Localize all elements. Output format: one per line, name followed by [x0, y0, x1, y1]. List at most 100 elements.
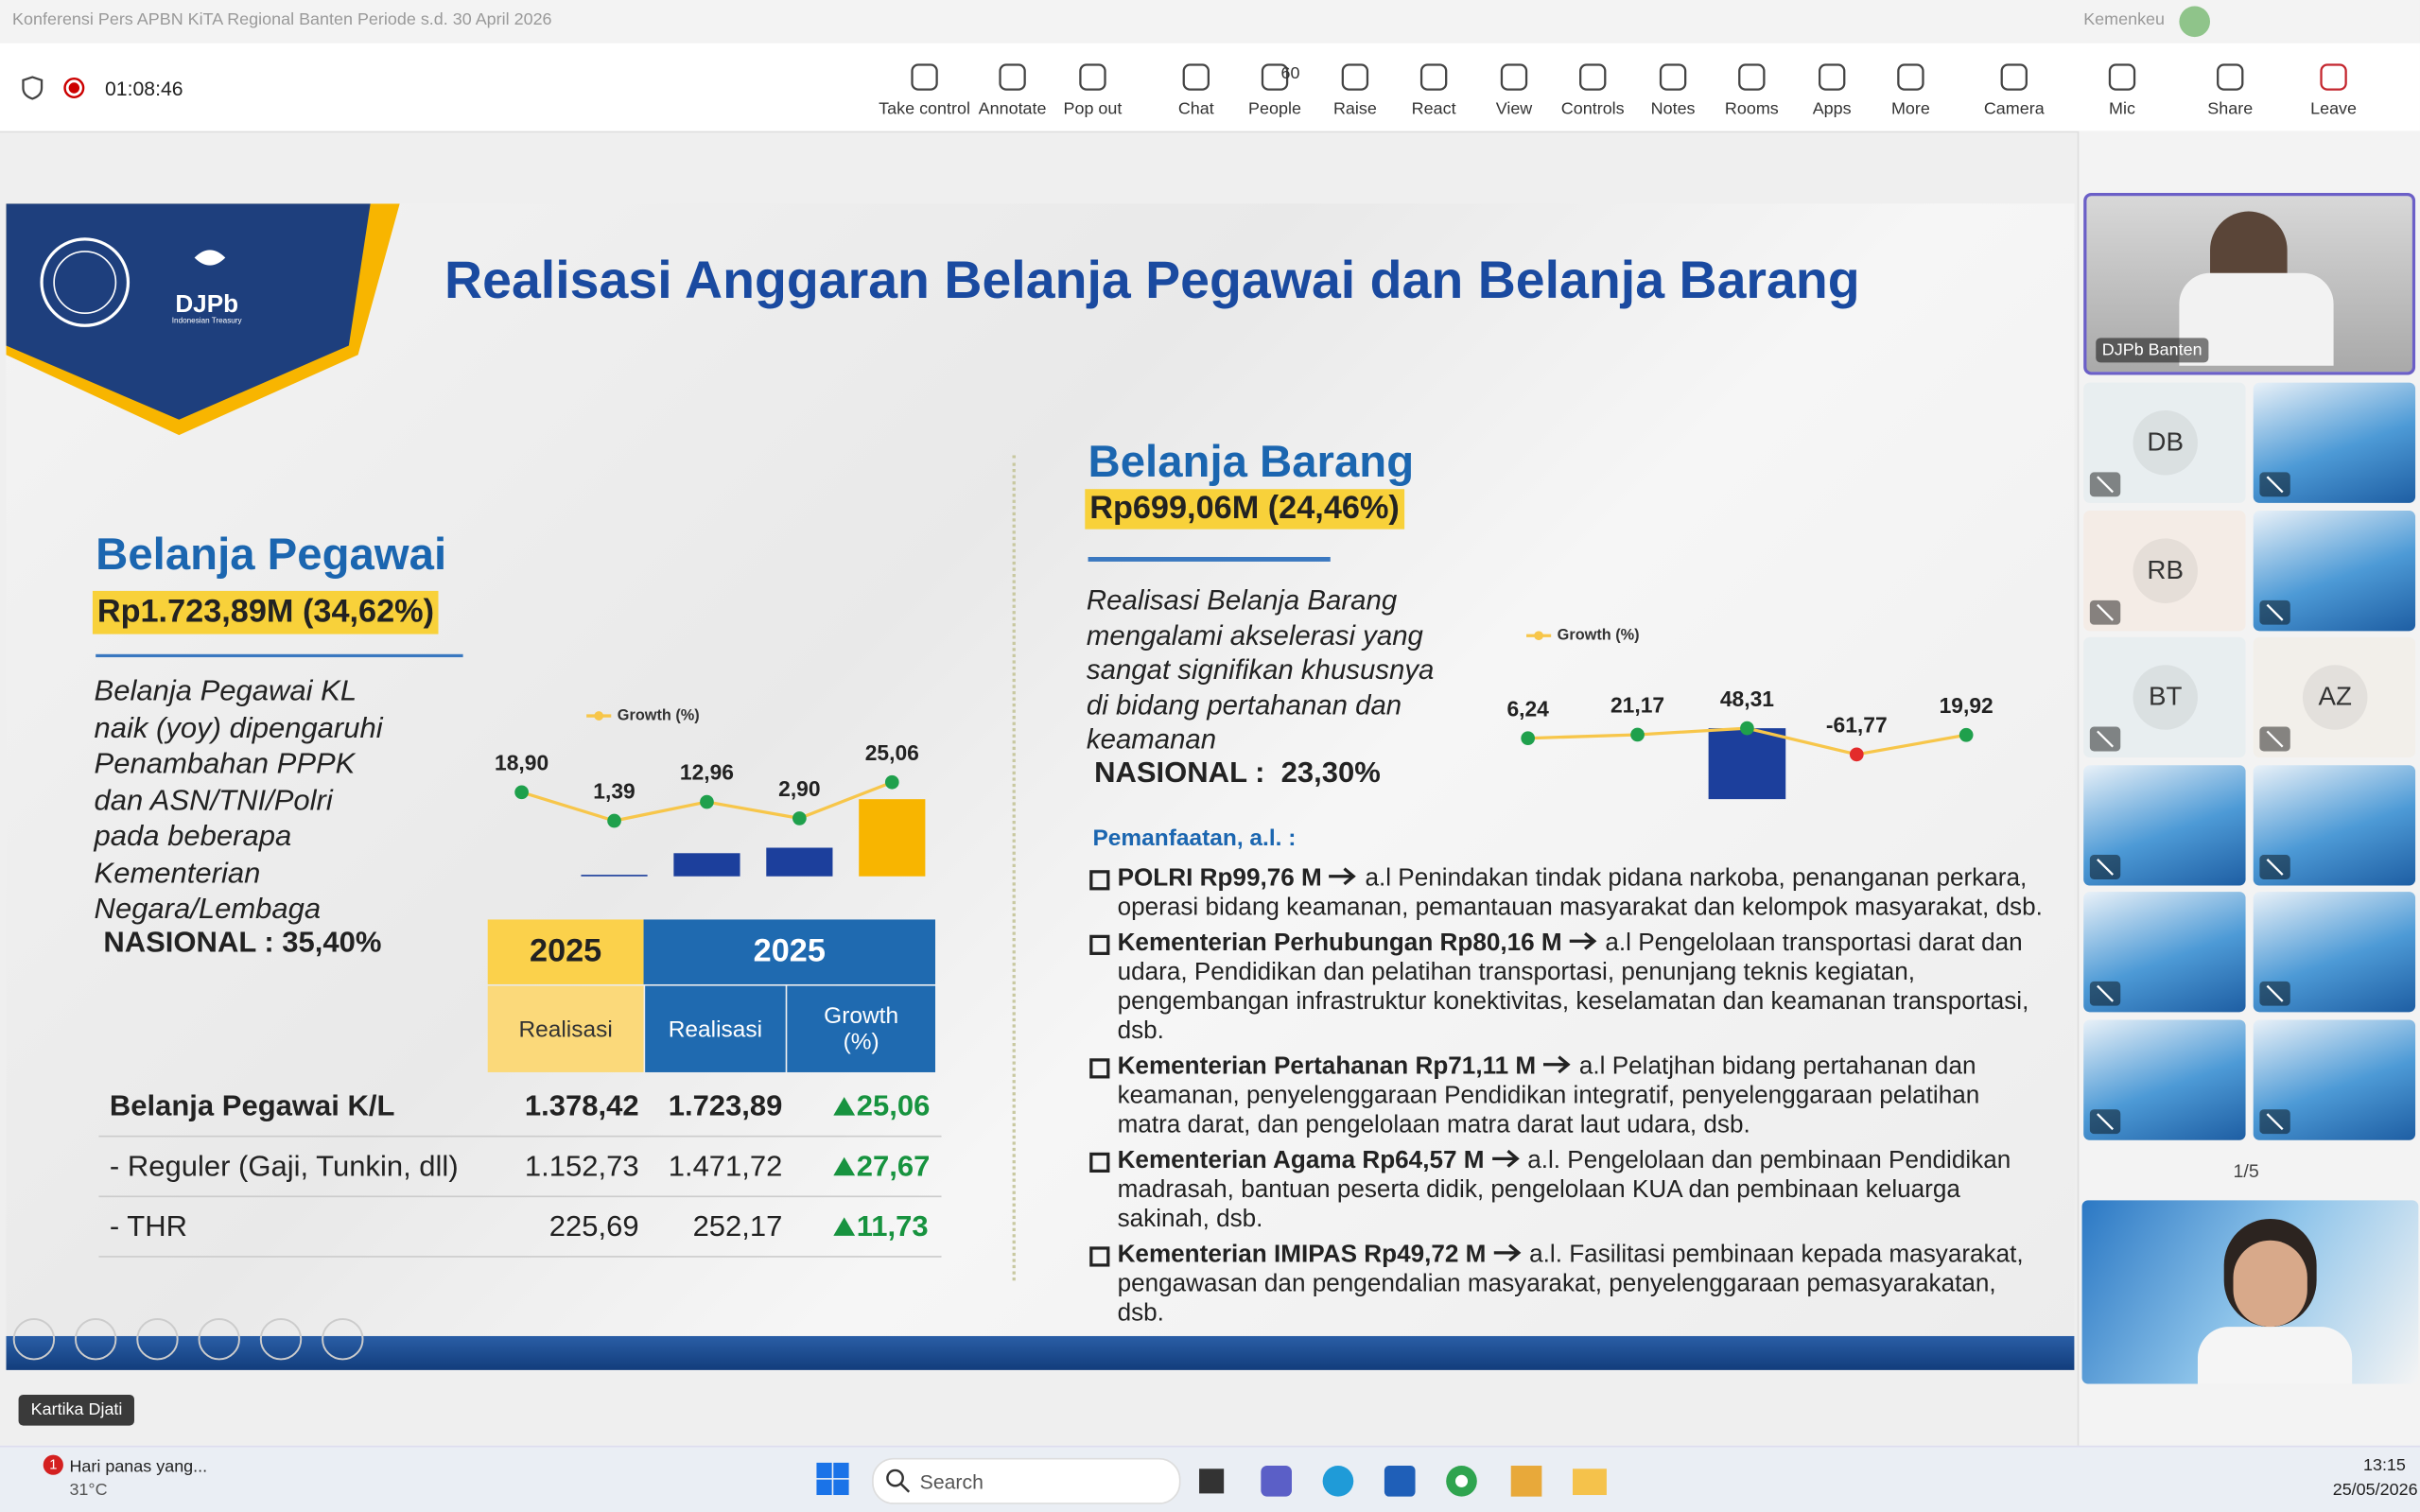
item-body: a.l. Pengelolaan dan pembinaan Pendidika…	[1117, 1147, 2011, 1233]
slide-header-shape: DJPb Indonesian Treasury	[6, 203, 400, 436]
toolbar-button[interactable]: People	[1228, 49, 1321, 127]
toolbar-button[interactable]: Camera	[1968, 49, 2061, 127]
growth-label: 1,39	[593, 779, 635, 804]
search-box[interactable]: Search	[872, 1457, 1181, 1504]
icon	[911, 63, 938, 91]
toolbar-button[interactable]: View	[1468, 49, 1560, 127]
slash	[2097, 602, 2115, 620]
toolbar-button[interactable]: Pop out	[1046, 49, 1139, 127]
icon	[1500, 63, 1528, 91]
initials: DB	[2133, 410, 2198, 476]
mic-muted	[2089, 726, 2121, 752]
button-label: Share	[2207, 100, 2254, 119]
toolbar-button[interactable]: Annotate	[966, 49, 1059, 127]
taskbar-apps[interactable]	[1196, 1459, 1613, 1503]
table-subheader: Growth (%)	[787, 985, 935, 1072]
checkbox	[1089, 934, 1110, 955]
toolbar-button[interactable]: Apps	[1785, 49, 1878, 127]
title-bar: Konferensi Pers APBN KiTA Regional Bante…	[0, 0, 2420, 43]
toolbar-button[interactable]: Chat	[1150, 49, 1243, 127]
video-tile	[2083, 892, 2246, 1013]
toolbar-button[interactable]: React	[1387, 49, 1480, 127]
slash	[2097, 858, 2115, 876]
growth-label: 6,24	[1506, 696, 1549, 721]
slide: DJPb Indonesian Treasury Realisasi Angga…	[6, 203, 2075, 1370]
slash	[2266, 476, 2284, 494]
bar	[859, 799, 926, 877]
icon-shape	[1261, 63, 1289, 91]
amount: Rp1.723,89M (34,62%)	[92, 590, 439, 634]
icon-shape	[999, 63, 1026, 91]
toolbar-button[interactable]: Take control	[879, 49, 971, 127]
toolbar-button[interactable]: Share	[2184, 49, 2276, 127]
icon	[2217, 63, 2244, 91]
button-label: Mic	[2109, 100, 2135, 119]
up-arrow	[833, 1217, 856, 1236]
national: NASIONAL : 23,30%	[1094, 757, 1381, 791]
growth-label: 18,90	[495, 751, 548, 775]
growth-label: 48,31	[1720, 686, 1774, 711]
up-arrow	[833, 1097, 856, 1116]
checkbox	[1089, 1246, 1110, 1267]
toolbar-button[interactable]: Raise	[1309, 49, 1402, 127]
video-tile	[2253, 892, 2416, 1013]
button-label: Chat	[1177, 100, 1214, 119]
icon-shape	[2217, 63, 2244, 91]
icon	[1079, 63, 1106, 91]
cell-value: 1.152,73	[524, 1151, 639, 1184]
weather[interactable]: Hari panas yang...	[69, 1457, 208, 1477]
toolbar-button[interactable]: Rooms	[1705, 49, 1798, 127]
amount: Rp699,06M (24,46%)	[1085, 489, 1404, 530]
checkbox	[1089, 870, 1110, 891]
arrow-shape	[1329, 867, 1357, 886]
growth-text: 11,73	[856, 1210, 929, 1244]
list-title: Pemanfaatan, a.l. :	[1092, 825, 1297, 852]
toolbar-button[interactable]: Controls	[1546, 49, 1639, 127]
pager[interactable]: 1/5	[2233, 1159, 2259, 1182]
mic-muted	[2089, 472, 2121, 497]
slash	[2266, 858, 2284, 876]
icon-shape	[2320, 63, 2347, 91]
toolbar-button[interactable]: Mic	[2076, 49, 2168, 127]
icon	[2000, 63, 2028, 91]
checkbox	[1089, 1152, 1110, 1173]
icon	[1818, 63, 1846, 91]
slide-footer	[6, 1335, 2075, 1370]
heading: Belanja Pegawai	[96, 530, 447, 581]
icon	[2320, 63, 2347, 91]
button-label: Rooms	[1724, 100, 1779, 119]
table-row: - THR 225,69 252,17 11,73	[98, 1195, 942, 1258]
icon	[1261, 63, 1289, 91]
item-body: a.l Penindakan tindak pidana narkoba, pe…	[1117, 865, 2043, 922]
icon-shape	[1818, 63, 1846, 91]
clock-time: 13:15	[2362, 1456, 2406, 1475]
divider	[1012, 455, 1016, 1281]
icon	[1897, 63, 1924, 91]
mic-muted	[2259, 854, 2290, 879]
paragraph: Belanja Pegawai KL naik (yoy) dipengaruh…	[94, 675, 383, 926]
national: NASIONAL : 35,40%	[103, 927, 382, 960]
table-subheader: Realisasi	[645, 985, 786, 1072]
video-tile	[2081, 1200, 2419, 1384]
item-body: a.l Pengelolaan transportasi darat dan u…	[1117, 930, 2029, 1045]
slide-controls[interactable]	[7, 1314, 377, 1366]
growth-point	[1630, 727, 1645, 742]
toolbar-button[interactable]: More	[1864, 49, 1957, 127]
icon-shape	[2000, 63, 2028, 91]
button-label: People	[1248, 100, 1301, 119]
mic-muted	[2259, 981, 2290, 1006]
button-label: More	[1890, 100, 1930, 119]
icon-shape	[1182, 63, 1210, 91]
growth-point	[607, 813, 621, 828]
bar	[1708, 728, 1786, 800]
initials: BT	[2133, 665, 2198, 730]
toolbar-button[interactable]: Leave	[2288, 49, 2380, 127]
start-button[interactable]	[816, 1462, 850, 1497]
toolbar-button[interactable]: Notes	[1627, 49, 1719, 127]
icon	[2108, 63, 2136, 91]
item-head: Kementerian Pertahanan Rp71,11 M	[1117, 1053, 1537, 1081]
timer: 01:08:46	[104, 77, 183, 101]
arrow-shape	[1569, 931, 1597, 950]
icon	[999, 63, 1026, 91]
